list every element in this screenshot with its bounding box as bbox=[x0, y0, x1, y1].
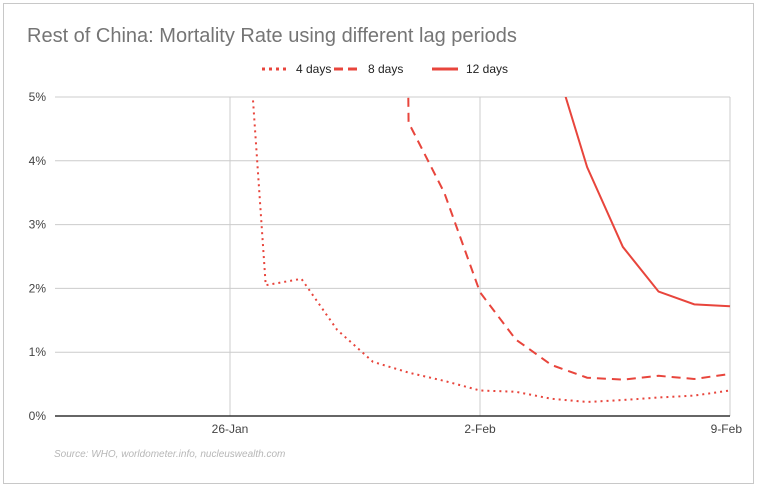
y-tick-label: 3% bbox=[29, 218, 47, 232]
y-tick-label: 5% bbox=[29, 90, 47, 104]
x-tick-label: 2-Feb bbox=[464, 422, 496, 436]
y-tick-label: 1% bbox=[29, 345, 47, 359]
series-line-12-days bbox=[564, 97, 731, 308]
chart-source: Source: WHO, worldometer.info, nucleuswe… bbox=[54, 449, 286, 460]
x-tick-label: 9-Feb bbox=[711, 422, 743, 436]
y-tick-label: 4% bbox=[29, 154, 47, 168]
legend-label: 4 days bbox=[296, 62, 331, 76]
legend-label: 8 days bbox=[368, 62, 403, 76]
y-tick-label: 2% bbox=[29, 281, 47, 295]
legend-label: 12 days bbox=[466, 62, 508, 76]
chart-title: Rest of China: Mortality Rate using diff… bbox=[27, 25, 517, 47]
x-tick-label: 26-Jan bbox=[212, 422, 249, 436]
series-line-8-days bbox=[407, 97, 731, 381]
y-tick-label: 0% bbox=[29, 409, 47, 423]
chart-frame bbox=[3, 3, 754, 484]
